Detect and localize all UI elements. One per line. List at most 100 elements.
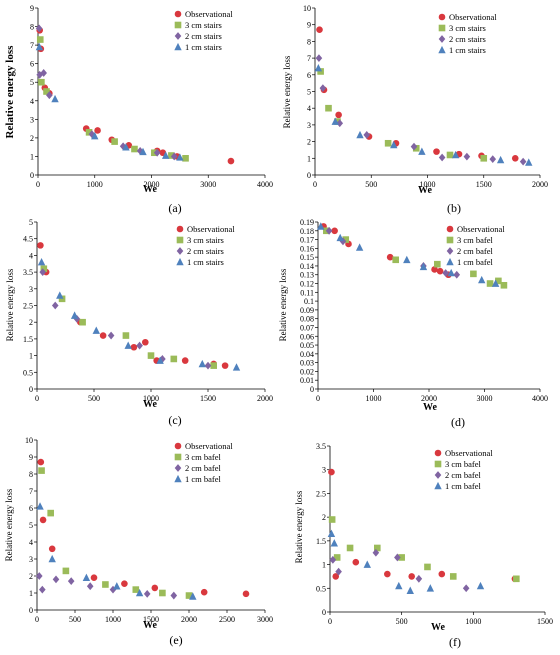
data-point [48, 554, 56, 563]
data-point [333, 554, 341, 561]
chart-panel-1: 0 1 2 3 4 5 6 7 8 9 0 1000 2000 3000 4000 We Relative en… [4, 4, 273, 215]
y-tick-label: 0.09 [300, 306, 314, 315]
data-point [85, 129, 93, 136]
data-point [431, 266, 438, 273]
data-point [153, 148, 161, 157]
y-tick-label: 1.5 [316, 537, 326, 546]
y-tick-label: 0.14 [300, 262, 314, 271]
legend-marker [176, 225, 184, 233]
data-point [335, 111, 342, 119]
x-tick-label: 500 [365, 180, 377, 189]
y-tick-label: 0.19 [300, 218, 314, 227]
data-point [124, 341, 132, 349]
data-point [328, 516, 336, 523]
data-point [419, 262, 428, 271]
legend-marker [174, 442, 182, 450]
data-point [36, 36, 44, 43]
x-tick-label: 0 [316, 394, 320, 403]
data-point [478, 275, 486, 284]
y-tick-label: 3 [29, 285, 33, 294]
x-tick-label: 2500 [219, 615, 235, 624]
data-point [433, 148, 440, 155]
data-point [446, 151, 454, 159]
data-point [39, 585, 46, 594]
data-point [453, 270, 461, 279]
data-point [331, 117, 339, 125]
legend-label: 3 cm bafel [445, 459, 482, 469]
chart-panel-6: 0 0.5 1 1.5 2 2.5 3 3.5 0 500 1000 1500 We Relative e… [294, 442, 553, 649]
data-point [39, 516, 47, 524]
x-tick-label: 2000 [257, 394, 273, 403]
data-point [519, 157, 527, 166]
data-point [132, 586, 140, 593]
y-tick-label: 2.5 [23, 302, 33, 311]
x-tick-label: 1000 [366, 394, 382, 403]
data-point [168, 152, 175, 159]
data-point [47, 509, 54, 517]
data-point [62, 567, 70, 575]
y-tick-label: 0.13 [300, 271, 314, 280]
x-axis-label: We [423, 402, 437, 413]
y-tick-label: 0.02 [300, 367, 314, 376]
legend-label: 1 cm bafel [445, 481, 482, 491]
series-3-cm-bafel [38, 467, 193, 599]
y-tick-label: 9 [29, 453, 33, 462]
legend-marker [438, 45, 446, 54]
data-point [122, 143, 130, 151]
y-tick-label: 0.08 [300, 315, 314, 324]
y-tick-label: 0.17 [300, 236, 314, 245]
x-tick-label: 1500 [476, 180, 492, 189]
data-point [170, 152, 178, 161]
legend-marker [434, 460, 442, 468]
data-point [102, 581, 109, 588]
legend-label: Observational [457, 224, 505, 234]
y-tick-label: 4.5 [23, 235, 33, 244]
data-point [159, 589, 166, 597]
data-point [227, 157, 235, 165]
series-observational [37, 458, 250, 598]
y-tick-label: 8 [307, 37, 311, 46]
data-point [37, 242, 44, 249]
panel-label: (b) [447, 201, 461, 215]
y-tick-label: 0.18 [300, 227, 314, 236]
data-point [200, 588, 208, 596]
data-point [330, 539, 338, 547]
data-point [36, 502, 44, 510]
x-axis-label: We [431, 622, 445, 633]
data-point [426, 584, 435, 592]
y-tick-label: 4 [29, 251, 33, 260]
x-tick-label: 3000 [477, 394, 493, 403]
data-point [336, 119, 344, 128]
data-point [374, 544, 381, 552]
x-tick-label: 1000 [105, 615, 121, 624]
legend-marker [174, 21, 182, 29]
data-point [176, 153, 184, 161]
series-observational [316, 26, 519, 162]
panel-label: (f) [449, 635, 461, 649]
x-tick-label: 3000 [257, 615, 273, 624]
data-point [131, 145, 138, 153]
y-tick-label: 2 [30, 134, 34, 143]
data-point [221, 362, 229, 369]
y-tick-label: 6 [30, 60, 34, 69]
x-tick-label: 1000 [420, 180, 436, 189]
y-tick-label: 1 [29, 352, 33, 361]
data-point [447, 268, 455, 277]
y-tick-label: 0 [29, 385, 33, 394]
legend-marker [446, 225, 454, 233]
series-1-cm-stairs [35, 42, 184, 161]
data-point [94, 127, 101, 134]
x-tick-label: 1500 [200, 394, 216, 403]
data-point [329, 555, 337, 564]
data-point [335, 567, 342, 576]
x-axis-label: We [143, 620, 157, 631]
data-point [48, 545, 56, 553]
x-tick-label: 500 [69, 615, 81, 624]
y-tick-label: 0.03 [300, 359, 314, 368]
y-tick-label: 7 [307, 54, 311, 63]
legend-marker [446, 247, 454, 255]
data-point [346, 544, 354, 552]
data-point [35, 42, 44, 51]
